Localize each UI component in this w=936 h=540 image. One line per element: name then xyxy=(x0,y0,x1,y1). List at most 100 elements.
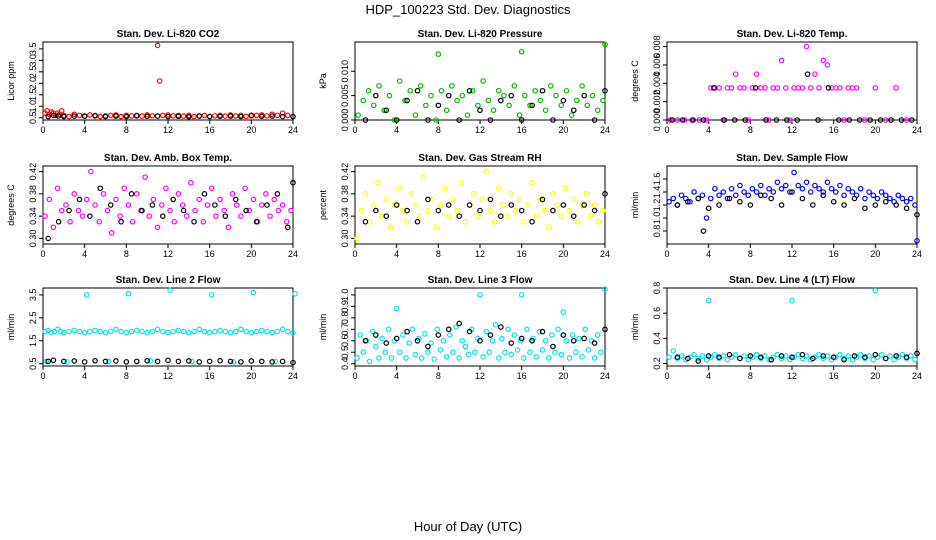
data-point xyxy=(483,328,490,335)
data-point xyxy=(501,92,507,99)
data-point xyxy=(279,202,286,208)
data-point xyxy=(117,213,123,219)
y-tick-label: 0.5 xyxy=(340,346,350,359)
data-point xyxy=(666,354,672,360)
data-point xyxy=(524,326,530,333)
x-tick-label: 8 xyxy=(124,249,129,259)
data-point xyxy=(511,83,518,89)
data-point xyxy=(866,189,872,195)
data-point xyxy=(450,349,456,356)
data-point xyxy=(71,358,78,364)
data-point xyxy=(471,349,478,356)
data-point xyxy=(830,354,837,360)
data-point xyxy=(747,353,754,359)
panel-title: Stan. Dev. Amb. Box Temp. xyxy=(104,153,232,164)
data-point xyxy=(393,305,400,312)
panel-5: Stan. Dev. Gas Stream RH 0 4 8 12 16 20 24 0.30 0… xyxy=(318,153,610,259)
x-tick-label: 20 xyxy=(870,249,880,259)
data-point xyxy=(272,358,279,365)
data-point xyxy=(600,97,606,104)
y-tick-label: 2.5 xyxy=(28,312,38,325)
data-point xyxy=(133,191,140,197)
data-point xyxy=(180,207,187,214)
data-point xyxy=(825,85,832,91)
data-point xyxy=(416,213,423,219)
data-point xyxy=(421,331,428,337)
data-point xyxy=(404,218,410,225)
data-point xyxy=(284,112,291,119)
series-cyan xyxy=(666,287,918,363)
panel-3: Stan. Dev. Li-820 Temp.0 4 8 12 16 20 240.0000… xyxy=(630,29,922,135)
data-point xyxy=(762,85,768,91)
data-point xyxy=(201,191,208,197)
data-point xyxy=(354,235,360,242)
data-point xyxy=(699,353,706,359)
data-point xyxy=(768,356,774,363)
y-tick-label: 0.002 xyxy=(652,90,662,113)
panel-2: Stan. Dev. Li-820 Pressure 0 4 8 12 16 20 24 0.0… xyxy=(318,29,610,135)
y-tick-label: 0.6 xyxy=(652,307,662,320)
data-point xyxy=(741,85,747,91)
data-point xyxy=(243,328,249,335)
data-point xyxy=(360,349,367,356)
data-point xyxy=(113,326,119,333)
y-tick-label: 3.5 xyxy=(28,43,38,56)
data-point xyxy=(76,328,83,335)
data-point xyxy=(81,359,88,365)
data-point xyxy=(456,355,462,361)
data-point xyxy=(539,328,546,335)
panel-title: Stan. Dev. Li-820 Temp. xyxy=(737,29,848,40)
data-point xyxy=(566,207,573,214)
data-point xyxy=(721,117,728,123)
data-point xyxy=(355,112,361,118)
data-point xyxy=(492,321,499,328)
data-point xyxy=(570,196,577,203)
plot-frame xyxy=(42,165,294,245)
data-point xyxy=(123,359,130,365)
data-point xyxy=(139,207,145,214)
data-point xyxy=(782,182,789,189)
data-point xyxy=(469,87,476,94)
data-point xyxy=(791,169,797,176)
data-point xyxy=(749,85,756,91)
data-point xyxy=(196,113,203,119)
data-point xyxy=(279,113,286,120)
data-point xyxy=(284,328,291,335)
y-tick-label: 0.004 xyxy=(652,72,662,95)
data-point xyxy=(196,359,203,365)
data-point xyxy=(191,328,197,335)
data-point xyxy=(485,97,492,104)
data-point xyxy=(867,117,873,123)
panel-title: Stan. Dev. Line 3 Flow xyxy=(428,275,533,286)
data-point xyxy=(486,349,493,356)
data-point xyxy=(862,354,868,360)
data-point xyxy=(412,351,419,358)
data-point xyxy=(269,113,275,119)
data-point xyxy=(874,195,881,202)
data-point xyxy=(269,329,275,336)
data-point xyxy=(423,102,429,109)
data-point xyxy=(774,179,781,186)
data-point xyxy=(149,202,156,208)
series-cyan xyxy=(354,286,608,365)
data-point xyxy=(125,202,132,208)
data-point xyxy=(907,195,914,202)
data-point xyxy=(133,358,140,365)
data-point xyxy=(369,328,376,335)
data-point xyxy=(505,326,511,333)
y-axis-label: kPa xyxy=(318,73,328,89)
data-point xyxy=(705,205,712,212)
data-point xyxy=(789,354,795,360)
x-tick-label: 24 xyxy=(288,371,298,381)
data-point xyxy=(87,328,93,335)
data-point xyxy=(100,191,107,197)
data-point xyxy=(600,207,606,214)
data-point xyxy=(558,351,565,358)
data-point xyxy=(726,195,733,202)
y-tick-label: 0.006 xyxy=(652,54,662,77)
data-point xyxy=(376,355,382,361)
data-point xyxy=(118,218,124,225)
data-point xyxy=(50,224,57,231)
data-point xyxy=(778,57,785,64)
